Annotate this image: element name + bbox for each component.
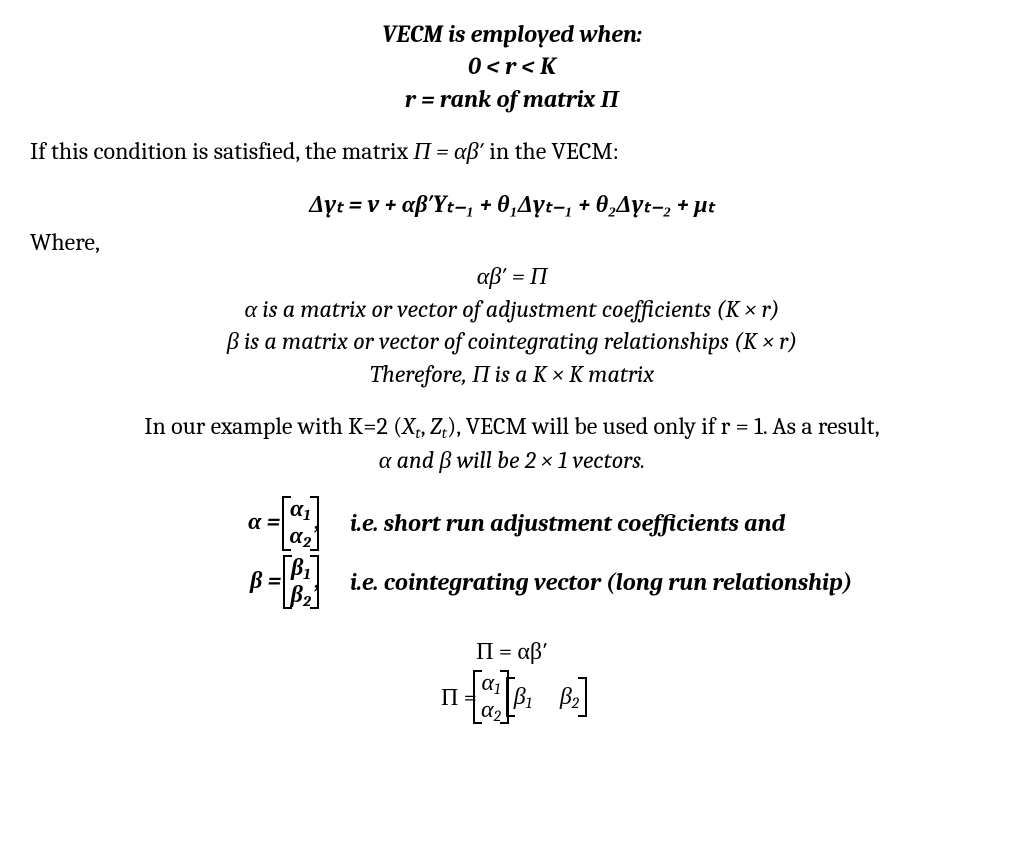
pi-expansion: Π = αβ′ Π = α1 α2 . β1β2	[30, 635, 994, 724]
def-Pi: αβ′ = Π	[30, 260, 994, 292]
Zt: Zt	[430, 412, 447, 440]
sym: β	[291, 553, 303, 581]
a1: α1	[481, 670, 500, 697]
a1: α1	[290, 496, 310, 523]
sub: 1	[494, 680, 500, 698]
sub: 1	[303, 565, 310, 583]
zero: 0	[468, 52, 481, 80]
sub: 1	[526, 694, 532, 712]
Xt: Xt	[402, 412, 420, 440]
K: K	[540, 52, 556, 80]
vecm-equation: Δyₜ = v + αβ′Yₜ₋₁ + θ₁Δyₜ₋₁ + θ₂Δyₜ₋₂ + …	[30, 188, 994, 220]
alpha-row: α = α1α2, i.e. short run adjustment coef…	[90, 496, 994, 551]
alpha-lhs: α = α1α2,	[90, 496, 350, 551]
b2: β2	[291, 582, 311, 609]
b1: β1	[514, 682, 532, 710]
lt: <	[521, 52, 535, 80]
def-Pi-dim: Therefore, Π is a K × K matrix	[30, 358, 994, 390]
text: In our example with K=2 (	[144, 412, 402, 440]
sym: β	[560, 682, 572, 710]
eq: =	[421, 85, 435, 113]
sub: 2	[303, 592, 311, 610]
sub: 1	[303, 506, 310, 524]
cond-rank: r = rank of matrix Π	[30, 83, 994, 115]
b1: β1	[291, 555, 310, 582]
cond-ineq: 0 < r < K	[30, 50, 994, 82]
alpha: α	[248, 507, 261, 535]
alpha-desc: i.e. short run adjustment coefficients a…	[350, 507, 785, 539]
vecm-condition: VECM is employed when: 0 < r < K r = ran…	[30, 18, 994, 115]
a2: α2	[290, 523, 311, 550]
beta-vector: β1β2	[289, 555, 313, 610]
sym: α	[290, 494, 303, 522]
sub: 2	[572, 694, 579, 712]
lt: <	[486, 52, 500, 80]
example-line2: α and β will be 2 × 1 vectors.	[30, 444, 994, 476]
cond-title: VECM is employed when:	[30, 18, 994, 50]
X: X	[402, 412, 415, 440]
text: ), VECM will be used only if r = 1. As a…	[447, 412, 880, 440]
def-alpha: α is a matrix or vector of adjustment co…	[30, 293, 994, 325]
para-condition: If this condition is satisfied, the matr…	[30, 135, 994, 167]
text: If this condition is satisfied, the matr…	[30, 137, 413, 165]
sym: α	[290, 521, 303, 549]
definitions: αβ′ = Π α is a matrix or vector of adjus…	[30, 260, 994, 390]
sym: β	[291, 580, 303, 608]
rank-text: rank of matrix Π	[440, 85, 619, 113]
r: r	[505, 52, 516, 80]
sym: α	[481, 668, 494, 696]
sub: 2	[494, 707, 501, 725]
lhs: Π =	[441, 681, 477, 713]
text: in the VECM:	[489, 137, 619, 165]
beta-lhs: β = β1β2,	[90, 555, 350, 610]
sym: α	[481, 695, 494, 723]
alpha-col: α1 α2	[479, 670, 503, 725]
beta-desc: i.e. cointegrating vector (long run rela…	[350, 566, 852, 598]
Z: Z	[430, 412, 442, 440]
where-label: Where,	[30, 226, 994, 258]
alpha-beta-block: α = α1α2, i.e. short run adjustment coef…	[30, 496, 994, 609]
Pi-eq-ab: Π = αβ′	[413, 137, 484, 165]
b2: β2	[560, 682, 579, 710]
example-line1: In our example with K=2 (Xt, Zt), VECM w…	[30, 410, 994, 444]
sym: β	[514, 682, 526, 710]
comma: ,	[421, 412, 430, 440]
sub: 2	[303, 533, 311, 551]
beta-row-vec: β1β2	[512, 677, 581, 717]
pi-eq-line2: Π = α1 α2 . β1β2	[30, 670, 994, 725]
alpha-vector: α1α2	[288, 496, 313, 551]
example-k2: In our example with K=2 (Xt, Zt), VECM w…	[30, 410, 994, 476]
a2: α2	[481, 697, 501, 724]
beta: β	[250, 566, 262, 594]
pi-eq-line1: Π = αβ′	[30, 635, 994, 667]
r: r	[405, 85, 416, 113]
beta-row: β = β1β2, i.e. cointegrating vector (lon…	[90, 555, 994, 610]
def-beta: β is a matrix or vector of cointegrating…	[30, 325, 994, 357]
